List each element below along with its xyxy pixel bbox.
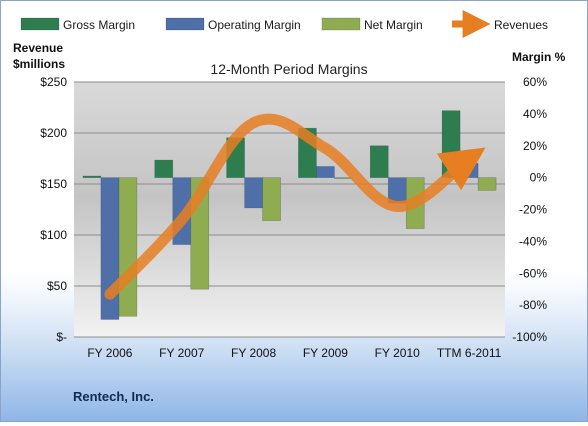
left-tick-label: $250 [40,75,67,89]
legend-swatch-net-margin [321,17,361,31]
left-tick-label: $100 [40,228,67,242]
right-tick-label: -60% [519,266,547,280]
left-tick-label: $150 [40,177,67,191]
bar-gross-margin [154,159,174,178]
right-tick-label: -80% [519,298,547,312]
x-tick-label: FY 2009 [303,346,348,360]
bar-net-margin [118,177,138,317]
bar-net-margin [262,177,281,221]
bar-gross-margin [82,175,102,178]
legend-label-revenues: Revenues [494,18,548,32]
legend-label-gross-margin: Gross Margin [63,18,135,32]
right-tick-label: -40% [519,234,547,248]
chart-title: 12-Month Period Margins [210,61,367,77]
x-tick-label: FY 2010 [375,346,420,360]
right-axis-title: Margin % [512,50,566,64]
legend-label-operating-margin: Operating Margin [208,18,301,32]
left-tick-label: $- [56,330,67,344]
x-tick-label: TTM 6-2011 [437,346,502,360]
x-tick-label: FY 2006 [87,346,132,360]
left-axis-title-line1: Revenue [13,41,63,55]
bar-net-margin [334,177,353,179]
right-tick-label: 0% [530,171,548,185]
legend-swatch-operating-margin [165,17,205,31]
left-tick-label: $50 [47,279,67,293]
left-tick-label: $200 [40,126,67,140]
right-tick-label: 20% [523,139,547,153]
revenues-line [104,113,486,300]
right-tick-label: 40% [523,107,547,121]
legend-swatch-gross-margin [20,17,60,31]
right-tick-label: 60% [523,75,547,89]
bar-operating-margin [244,177,263,209]
legend-label-net-margin: Net Margin [364,18,423,32]
right-tick-label: -100% [512,330,547,344]
legend: Gross Margin Operating Margin Net Margin Re… [20,10,548,38]
right-tick-label: -20% [519,203,547,217]
left-axis-title-line2: $millions [13,57,65,71]
bar-net-margin [477,177,497,191]
bar-gross-margin [369,145,389,178]
bar-operating-margin [387,177,407,204]
x-tick-label: FY 2007 [159,346,204,360]
x-tick-label: FY 2008 [231,346,276,360]
company-name: Rentech, Inc. [73,389,154,404]
bar-operating-margin [316,166,335,178]
